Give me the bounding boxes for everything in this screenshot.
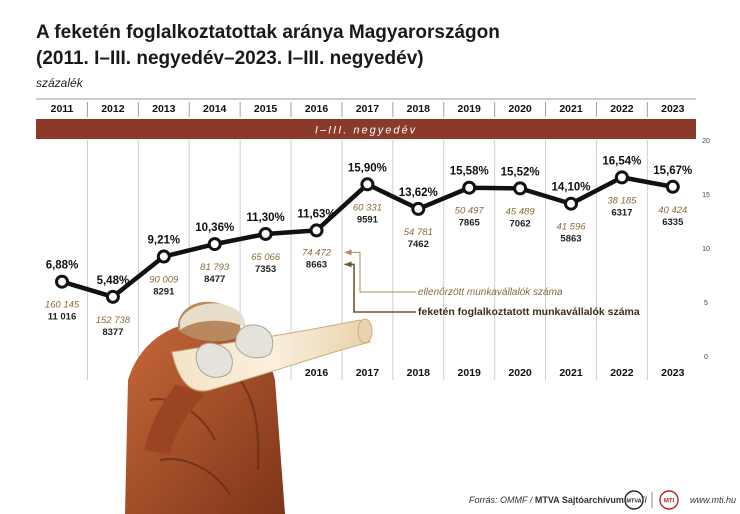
- undeclared-count-label: 5863: [560, 234, 581, 245]
- data-point: [564, 196, 578, 211]
- year-label-top: 2014: [203, 103, 227, 115]
- percent-label: 15,52%: [501, 166, 540, 178]
- year-label-top: 2011: [51, 103, 74, 115]
- percent-label: 11,30%: [246, 212, 284, 224]
- percent-label: 5,48%: [97, 275, 130, 287]
- inspected-count-label: 160 145: [45, 300, 80, 311]
- worker-illustration: [125, 301, 373, 514]
- data-point: [411, 201, 426, 216]
- year-label-top: 2020: [508, 103, 532, 115]
- year-label-bottom: 2017: [356, 367, 380, 379]
- source-archive: MTVA Sajtóarchívum: [534, 495, 624, 505]
- year-label-top: 2015: [254, 103, 278, 115]
- legend-inspected: ellenőrzött munkavállalók száma: [418, 287, 563, 298]
- percent-label: 11,63%: [297, 208, 335, 220]
- data-point: [55, 274, 69, 289]
- data-point: [462, 180, 477, 195]
- year-label-bottom: 2016: [305, 367, 329, 379]
- agency-logos: MTVA MTI: [624, 490, 679, 510]
- period-band: [36, 119, 696, 139]
- y-tick-label: 5: [704, 300, 708, 307]
- inspected-count-label: 45 489: [506, 206, 536, 217]
- chart-title: A feketén foglalkoztatottak aránya Magya…: [36, 22, 500, 43]
- legend-leader-inspected: [344, 251, 416, 293]
- data-point: [105, 289, 120, 304]
- undeclared-count-label: 8663: [306, 259, 327, 270]
- year-label-top: 2021: [559, 103, 583, 115]
- inspected-count-label: 81 793: [200, 262, 230, 273]
- arrow-left-icon: [344, 261, 352, 268]
- undeclared-count-label: 7353: [255, 264, 276, 275]
- mti-logo-icon: MTI: [664, 499, 675, 505]
- chart-subtitle: (2011. I–III. negyedév–2023. I–III. negy…: [36, 48, 424, 69]
- y-tick-label: 0: [704, 354, 708, 361]
- percent-label: 15,90%: [348, 162, 387, 174]
- inspected-count-label: 60 331: [353, 202, 382, 213]
- data-point: [614, 170, 629, 185]
- inspected-count-label: 74 472: [302, 247, 332, 258]
- y-tick-label: 20: [702, 138, 710, 145]
- legend-undeclared: feketén foglalkoztatott munkavállalók sz…: [418, 306, 640, 318]
- arrow-left-icon: [344, 249, 352, 256]
- year-label-bottom: 2023: [661, 367, 685, 379]
- data-point: [665, 179, 680, 194]
- year-label-top: 2022: [610, 103, 634, 115]
- undeclared-count-label: 7462: [408, 239, 429, 250]
- source-credit: Forrás: OMMF / MTVA Sajtóarchívum / MTI: [469, 495, 647, 505]
- inspected-count-label: 50 497: [455, 206, 485, 217]
- inspected-count-label: 152 738: [96, 315, 131, 326]
- undeclared-count-label: 8291: [153, 287, 175, 298]
- unit-label: százalék: [36, 76, 83, 90]
- data-point: [258, 226, 273, 241]
- period-band-label: I–III. negyedév: [315, 125, 417, 137]
- data-point: [513, 181, 528, 196]
- undeclared-count-label: 8377: [102, 327, 123, 338]
- year-label-top: 2017: [356, 103, 380, 115]
- year-label-top: 2019: [458, 103, 482, 115]
- year-label-top: 2012: [101, 103, 125, 115]
- inspected-count-label: 40 424: [658, 205, 687, 216]
- undeclared-count-label: 9591: [357, 214, 379, 225]
- inspected-count-label: 41 596: [556, 222, 586, 233]
- data-point: [309, 223, 324, 238]
- undeclared-count-label: 6335: [662, 217, 684, 228]
- percent-label: 13,62%: [399, 187, 438, 199]
- undeclared-count-label: 7062: [510, 218, 531, 229]
- year-label-top: 2018: [407, 103, 431, 115]
- inspected-count-label: 65 066: [251, 252, 281, 263]
- data-point: [207, 237, 222, 252]
- website-link[interactable]: www.mti.hu: [690, 495, 737, 505]
- year-label-top: 2013: [152, 103, 176, 115]
- percent-label: 15,58%: [450, 166, 489, 178]
- y-tick-label: 10: [702, 246, 710, 253]
- year-label-bottom: 2022: [610, 367, 634, 379]
- mtva-logo-icon: MTVA: [626, 499, 641, 505]
- undeclared-count-label: 11 016: [48, 312, 77, 323]
- year-label-top: 2016: [305, 103, 329, 115]
- inspected-count-label: 54 781: [404, 227, 433, 238]
- year-label-bottom: 2021: [559, 367, 583, 379]
- data-point: [156, 249, 171, 264]
- legend-leader-undeclared: [344, 263, 416, 313]
- year-label-top: 2023: [661, 103, 685, 115]
- data-point: [360, 177, 375, 192]
- source-prefix: Forrás: OMMF /: [469, 495, 535, 505]
- undeclared-count-label: 6317: [611, 207, 632, 218]
- percent-label: 10,36%: [195, 222, 234, 234]
- percent-label: 16,54%: [602, 155, 641, 167]
- inspected-count-label: 38 185: [607, 195, 637, 206]
- year-label-bottom: 2018: [407, 367, 431, 379]
- percent-label: 14,10%: [551, 182, 590, 194]
- undeclared-count-label: 8477: [204, 274, 225, 285]
- year-label-bottom: 2019: [458, 367, 482, 379]
- percent-label: 15,67%: [653, 165, 692, 177]
- year-label-bottom: 2020: [508, 367, 532, 379]
- undeclared-count-label: 7865: [459, 218, 481, 229]
- percent-label: 9,21%: [147, 235, 180, 247]
- inspected-count-label: 90 009: [149, 275, 179, 286]
- y-tick-label: 15: [702, 192, 710, 199]
- percent-label: 6,88%: [46, 260, 79, 272]
